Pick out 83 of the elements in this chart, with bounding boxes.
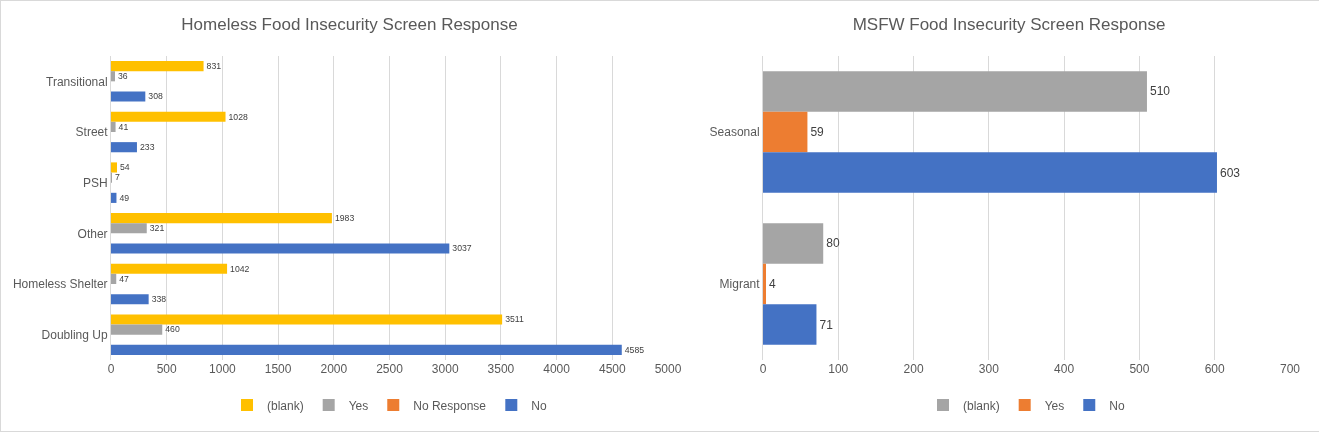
chart-title: MSFW Food Insecurity Screen Response [852,15,1166,35]
legend-label: No [1109,398,1125,413]
bar [111,243,450,254]
data-label: 47 [119,273,130,284]
x-tick-label: 100 [828,362,849,376]
data-label: 1028 [228,111,249,122]
chart-title: Homeless Food Insecurity Screen Response [181,15,518,35]
data-label: 3037 [452,243,472,254]
y-tick-label: Seasonal [709,125,760,140]
bar [111,223,147,234]
data-label: 59 [810,125,825,139]
data-label: 54 [120,162,130,173]
data-label: 1983 [334,213,355,224]
data-label: 4 [769,277,777,291]
x-tick-label: 1500 [264,362,292,376]
x-tick-label: 500 [156,362,178,376]
legend-label: No [531,398,547,413]
bar [763,152,1217,193]
x-tick-label: 500 [1129,362,1150,376]
x-tick-label: 3500 [487,362,515,376]
x-tick-label: 1000 [209,362,237,376]
x-tick-label: 4000 [543,362,571,376]
bar [111,111,226,122]
y-tick-label: Homeless Shelter [12,277,108,292]
legend-label: Yes [1044,398,1065,413]
data-label: 233 [139,142,155,153]
data-label: 7 [115,172,121,183]
bar [111,71,116,82]
bar [763,71,1147,112]
data-label: 3511 [505,314,524,325]
data-label: 41 [118,121,129,132]
data-label: 321 [149,223,165,234]
bar [111,273,117,284]
data-label: 1042 [230,263,250,274]
bar [111,162,118,173]
bar [111,324,163,335]
bar [763,304,817,345]
x-tick-label: 5000 [654,362,682,376]
bar [111,344,622,355]
bar [111,91,146,102]
data-label: 603 [1219,165,1241,180]
data-label: 308 [148,91,163,102]
bar [111,61,204,72]
y-tick-label: Other [77,226,108,241]
bar [111,263,228,274]
x-tick-label: 0 [107,362,115,376]
x-tick-label: 0 [759,362,767,376]
bar [111,294,149,305]
data-label: 36 [118,71,128,82]
x-tick-label: 2000 [320,362,348,376]
y-tick-label: Migrant [719,277,761,292]
data-label: 831 [206,61,222,72]
bar [111,213,332,224]
x-tick-label: 300 [978,362,1000,376]
data-label: 510 [1149,84,1171,99]
y-tick-label: PSH [82,175,108,190]
x-tick-label: 4500 [598,362,626,376]
bar [763,223,824,264]
y-tick-label: Street [75,125,109,140]
x-tick-label: 2500 [376,362,404,376]
x-tick-label: 3000 [431,362,459,376]
x-tick-label: 600 [1204,362,1226,376]
bar [763,111,808,153]
data-label: 80 [826,236,840,251]
legend-label: (blank) [267,398,304,413]
data-label: 4585 [624,344,645,355]
legend-label: (blank) [963,398,1000,413]
legend-label: Yes [348,398,369,413]
x-tick-label: 200 [903,362,924,376]
x-tick-label: 400 [1054,362,1075,376]
x-tick-label: 700 [1279,362,1301,376]
legend-label: No Response [413,398,487,413]
data-label: 460 [165,324,180,335]
bar [763,263,767,305]
y-tick-label: Doubling Up [41,327,108,342]
data-label: 49 [119,192,130,203]
bar [111,142,137,153]
y-tick-label: Transitional [46,74,108,89]
data-label: 71 [819,317,834,332]
bar [111,314,503,325]
bar [111,121,116,132]
bar [111,192,117,203]
data-label: 338 [151,294,167,305]
